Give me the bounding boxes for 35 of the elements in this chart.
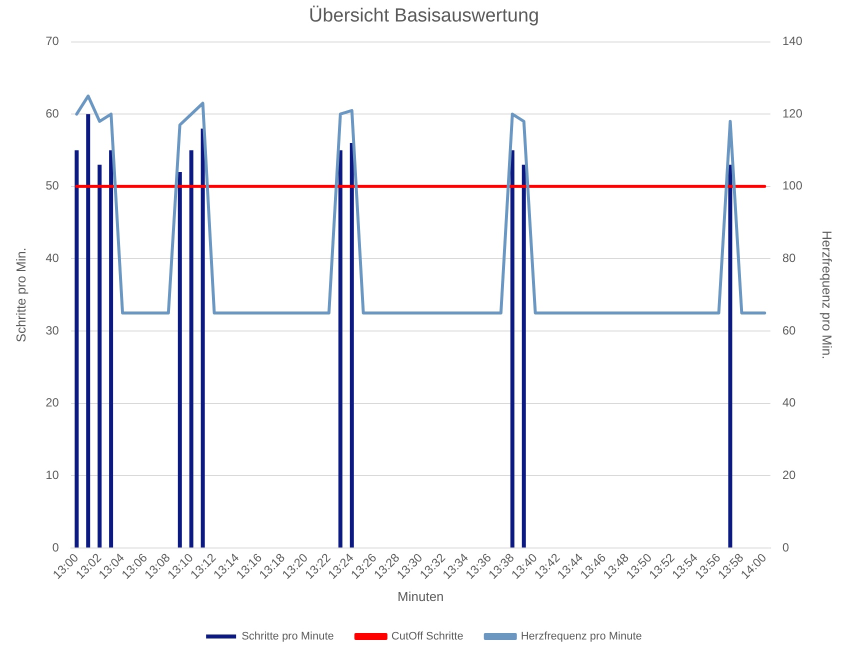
y-tick-label: 40 <box>46 251 60 266</box>
y2-tick-label: 80 <box>782 251 796 266</box>
y2-tick-label: 0 <box>782 540 790 554</box>
y-tick-label: 20 <box>46 396 60 410</box>
bar <box>189 150 194 548</box>
bar <box>109 150 114 548</box>
y2-tick-label: 20 <box>782 468 796 482</box>
bar <box>178 172 182 548</box>
y2-tick-label: 100 <box>782 178 803 193</box>
y-tick-label: 60 <box>46 106 60 120</box>
y2-tick-label: 60 <box>782 323 796 338</box>
y2-tick-label: 40 <box>782 396 796 410</box>
bar <box>728 164 732 548</box>
bar <box>74 150 79 548</box>
legend-label: Schritte pro Minute <box>242 630 334 643</box>
bar <box>338 150 342 548</box>
bar <box>200 128 205 548</box>
y-tick-label: 0 <box>52 540 60 554</box>
bar <box>350 143 354 548</box>
bar <box>86 114 90 548</box>
bar <box>510 150 514 548</box>
y-tick-label: 10 <box>46 468 60 482</box>
chart-title: Übersicht Basisauswertung <box>308 6 540 27</box>
legend-label: CutOff Schritte <box>391 630 464 643</box>
x-axis-title: Minuten <box>398 588 444 604</box>
y-tick-label: 50 <box>46 178 60 193</box>
y-axis-title: Schritte pro Min. <box>13 248 28 342</box>
y-tick-label: 30 <box>46 323 60 338</box>
legend-label: Herzfrequenz pro Minute <box>520 630 642 643</box>
y-tick-label: 70 <box>46 34 60 48</box>
bar <box>522 164 526 548</box>
y2-axis-title: Herzfrequenz pro Min. <box>820 230 835 360</box>
y2-tick-label: 140 <box>782 34 803 48</box>
y2-tick-label: 120 <box>782 106 803 120</box>
bar <box>98 164 102 548</box>
